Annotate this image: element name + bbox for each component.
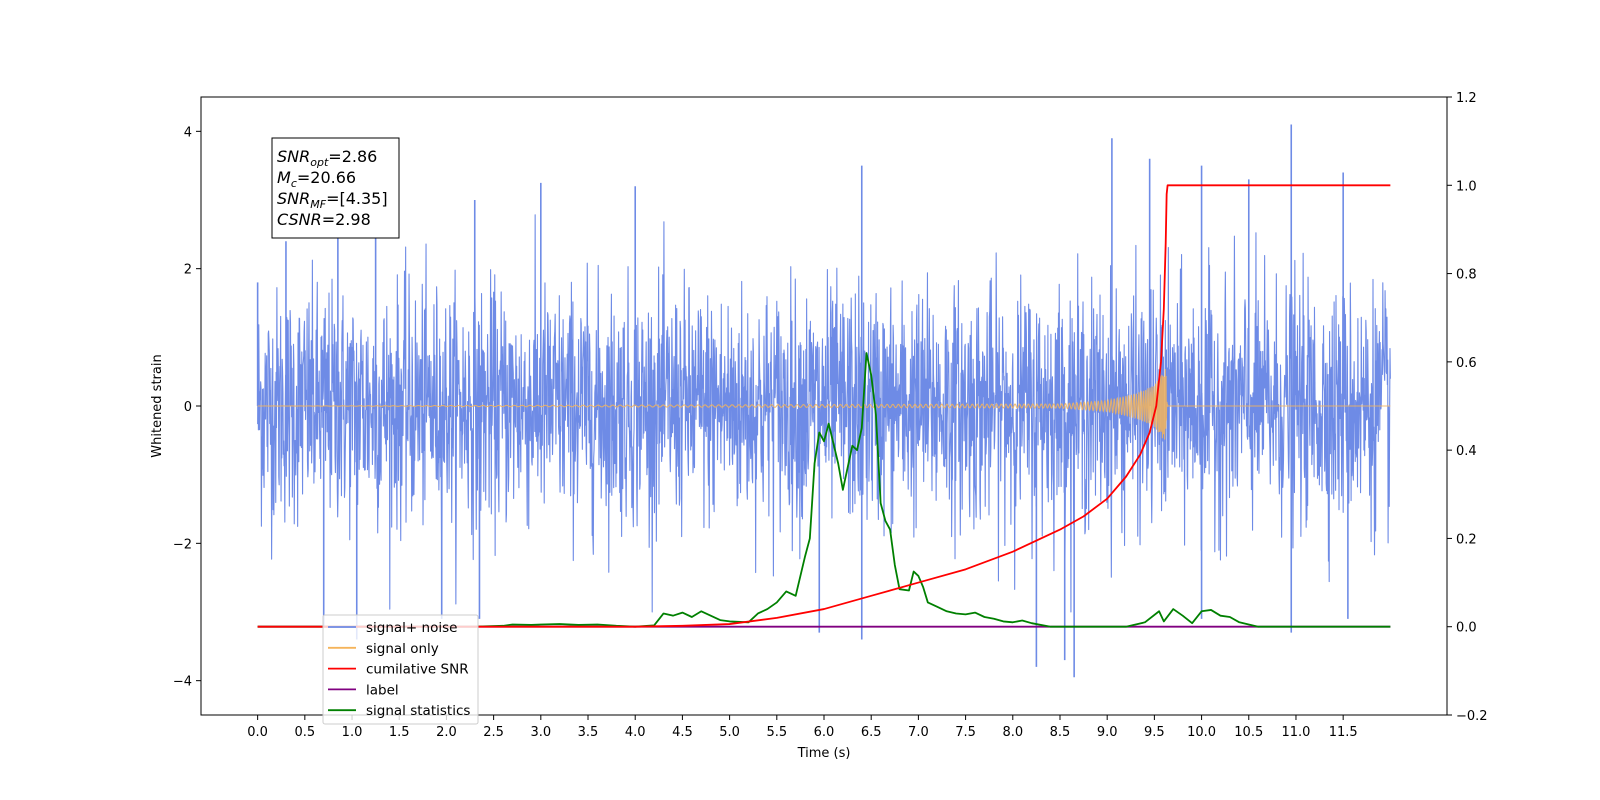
legend-entry: label <box>366 682 399 698</box>
y-tick-label: 2 <box>184 263 192 278</box>
x-tick-label: 0.5 <box>294 725 315 740</box>
y-tick-label: 4 <box>184 125 192 140</box>
legend: signal+ noise signal only cumilative SNR la… <box>322 614 479 725</box>
x-tick-label: 3.0 <box>530 725 551 740</box>
x-tick-label: 10.0 <box>1187 725 1216 740</box>
legend-entry: signal only <box>366 641 439 657</box>
x-tick-label: 3.5 <box>578 725 599 740</box>
y2-tick-label: 0.6 <box>1456 356 1477 371</box>
legend-entry: cumilative SNR <box>366 662 469 678</box>
x-tick-label: 11.0 <box>1281 725 1310 740</box>
x-tick-label: 10.5 <box>1234 725 1263 740</box>
y2-tick-label: −0.2 <box>1456 709 1488 724</box>
y2-tick-label: 0.4 <box>1456 444 1477 459</box>
x-tick-label: 4.5 <box>672 725 693 740</box>
y-axis-left: −4 −2 0 2 4 <box>173 125 201 690</box>
x-tick-label: 7.0 <box>908 725 929 740</box>
x-tick-label: 11.5 <box>1329 725 1358 740</box>
y2-tick-label: 1.0 <box>1456 179 1477 194</box>
series-signal-noise <box>257 214 1391 613</box>
y-tick-label: −2 <box>173 537 192 552</box>
legend-entry: signal statistics <box>366 703 470 719</box>
x-axis: 0.0 0.5 1.0 1.5 2.0 2.5 3.0 3.5 4.0 4.5 5.0 5.5 6.0 6… <box>247 715 1358 740</box>
annotation-line: Mc=20.66 <box>277 168 356 190</box>
x-tick-label: 9.5 <box>1144 725 1165 740</box>
plot-area <box>256 124 1391 678</box>
x-tick-label: 0.0 <box>247 725 268 740</box>
y2-tick-label: 0.8 <box>1456 268 1477 283</box>
x-tick-label: 1.5 <box>389 725 410 740</box>
x-tick-label: 8.0 <box>1002 725 1023 740</box>
y2-tick-label: 1.2 <box>1456 91 1477 106</box>
y-tick-label: 0 <box>184 400 192 415</box>
x-tick-label: 6.5 <box>861 725 882 740</box>
annotation-line: CSNR=2.98 <box>277 210 371 229</box>
y2-tick-label: 0.2 <box>1456 532 1477 547</box>
x-tick-label: 7.5 <box>955 725 976 740</box>
annotation-box <box>271 137 400 239</box>
x-tick-label: 4.0 <box>625 725 646 740</box>
x-tick-label: 5.5 <box>766 725 787 740</box>
legend-box <box>322 614 479 725</box>
series-signal-statistics <box>257 352 1391 628</box>
annotation-line: SNRMF=[4.35] <box>277 189 388 211</box>
x-tick-label: 5.0 <box>719 725 740 740</box>
x-tick-label: 8.5 <box>1050 725 1071 740</box>
x-tick-label: 9.0 <box>1097 725 1118 740</box>
y-tick-label: −4 <box>173 675 192 690</box>
x-axis-label: Time (s) <box>797 746 851 761</box>
x-tick-label: 6.0 <box>814 725 835 740</box>
series-signal-only <box>257 369 1391 440</box>
y-axis-label: Whitened strain <box>150 354 165 457</box>
y2-tick-label: 0.0 <box>1456 621 1477 636</box>
y-axis-right: −0.2 0.0 0.2 0.4 0.6 0.8 1.0 1.2 <box>1447 91 1488 724</box>
series-cumulative-snr <box>257 184 1391 628</box>
x-tick-label: 2.0 <box>436 725 457 740</box>
legend-entry: signal+ noise <box>366 620 457 636</box>
x-tick-label: 1.0 <box>342 725 363 740</box>
annotation-line: SNRopt=2.86 <box>277 147 377 169</box>
x-tick-label: 2.5 <box>483 725 504 740</box>
